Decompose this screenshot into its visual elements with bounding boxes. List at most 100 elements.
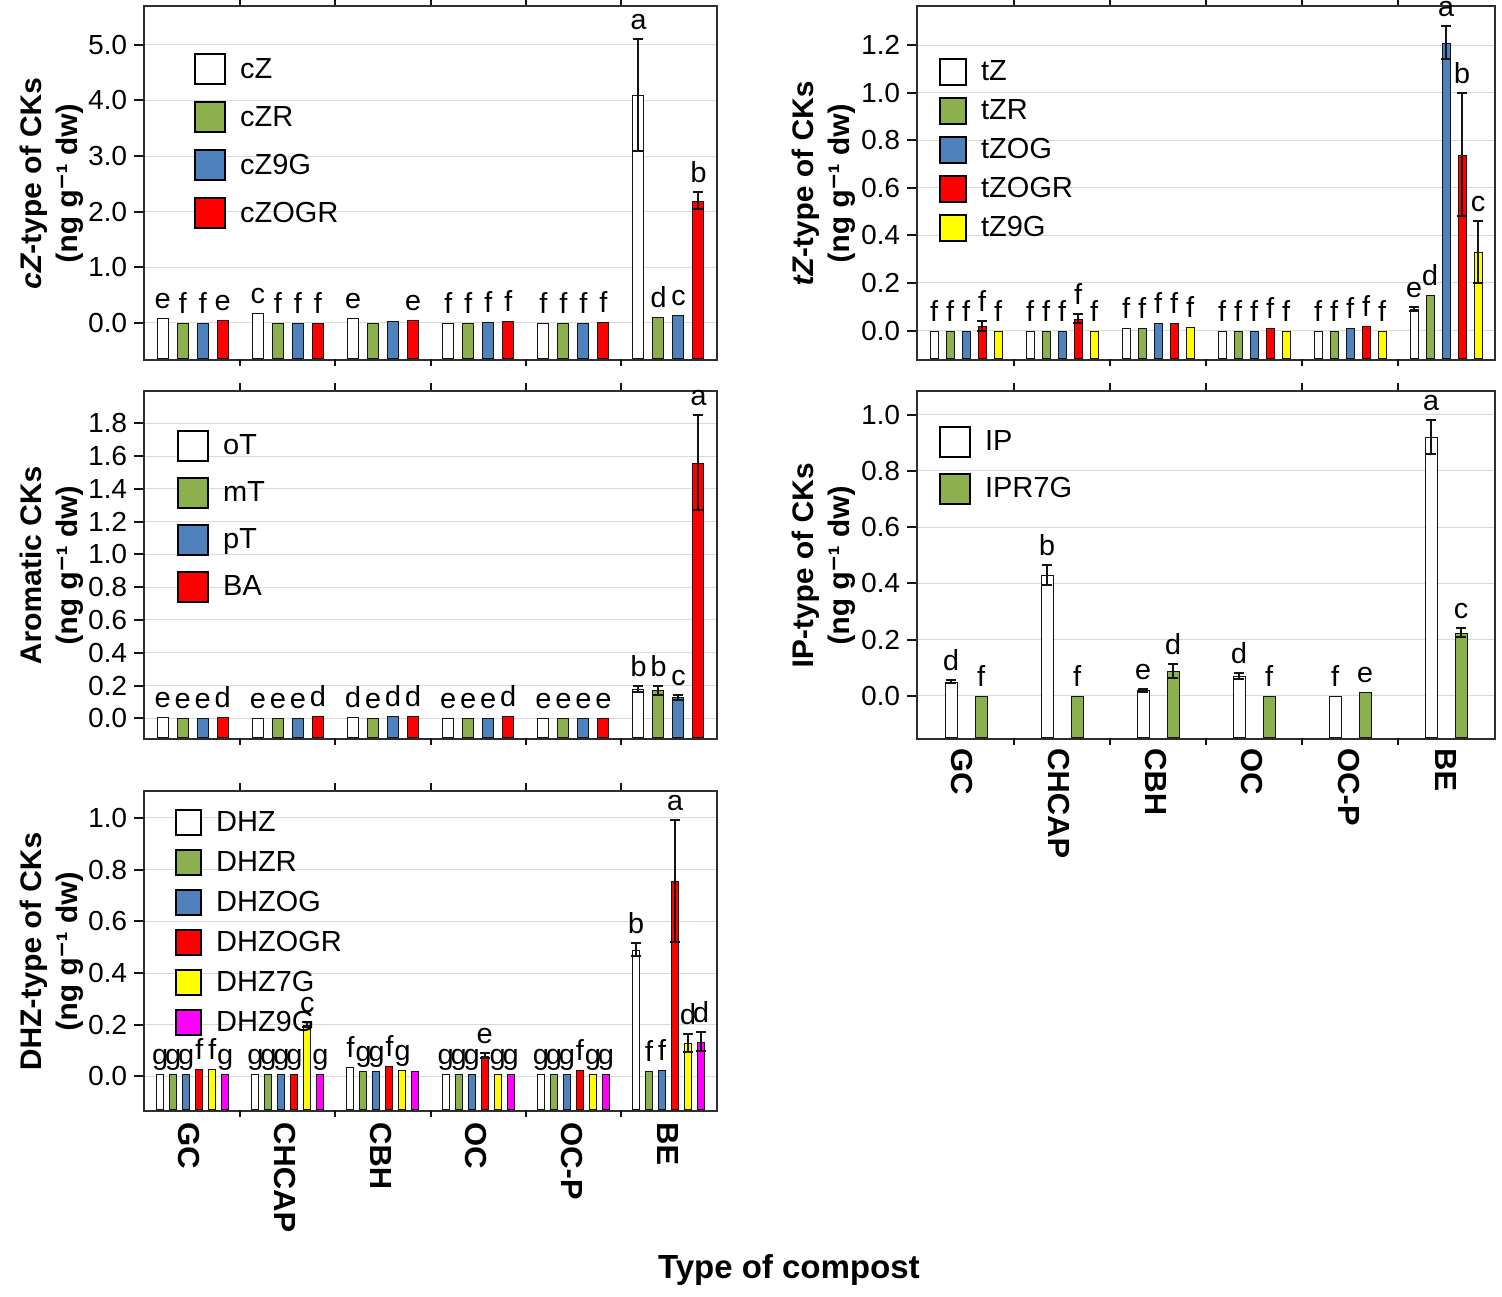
bar-DHZ9G-OC-P [601, 1073, 610, 1110]
significance-letter: f [198, 287, 207, 320]
significance-letter: g [260, 1038, 277, 1071]
significance-letter: f [993, 295, 1003, 328]
x-group-tick [1301, 359, 1303, 366]
error-bar [637, 39, 640, 151]
bar-mT-BE [652, 690, 665, 738]
x-group-tick [1205, 0, 1207, 5]
significance-letter: f [1330, 660, 1340, 693]
legend-label-tZOG: tZOG [981, 133, 1052, 165]
y-tick-mark [134, 266, 143, 269]
y-tick-label: 0.2 [861, 623, 900, 655]
bar-tZOGR-CBH [1169, 323, 1179, 359]
significance-letter: d [500, 680, 517, 713]
significance-letter: f [1057, 295, 1067, 328]
significance-letter: g [532, 1038, 549, 1071]
significance-letter: a [1437, 0, 1455, 23]
legend-label-tZ9G: tZ9G [981, 211, 1046, 243]
bar-mT-OC [462, 718, 475, 738]
y-tick-label: 0.0 [88, 702, 127, 734]
significance-letter: f [195, 1033, 204, 1066]
y-tick-mark [134, 210, 143, 213]
bar-cZOGR-CHCAP [311, 322, 324, 359]
significance-letter: f [1345, 293, 1355, 326]
error-bar [657, 685, 660, 696]
bar-IPR7G-CHCAP [1070, 695, 1084, 738]
y-tick-label: 1.0 [861, 398, 900, 430]
error-bar-cap [1473, 281, 1483, 284]
error-bar-cap [1168, 676, 1178, 679]
significance-letter: d [384, 680, 401, 713]
y-tick-mark [134, 920, 143, 923]
bar-tZOGR-OC-P [1361, 325, 1371, 359]
significance-letter: f [504, 285, 513, 318]
significance-letter: c [250, 277, 266, 310]
legend-swatch-DHZ9G [175, 1008, 202, 1036]
error-bar-cap [302, 1021, 313, 1024]
y-tick-mark [907, 469, 916, 472]
y-tick-mark [907, 694, 916, 697]
error-bar [1460, 628, 1462, 637]
error-bar-cap [633, 684, 644, 687]
error-bar [686, 1033, 689, 1052]
gridline [918, 582, 1494, 584]
y-axis-title-dhz: DHZ-type of CKs (ng g⁻¹ dw) [14, 832, 86, 1070]
legend-label-oT: oT [223, 429, 257, 461]
x-group-tick [334, 383, 337, 390]
legend-label-DHZ: DHZ [216, 805, 276, 838]
significance-letter: b [627, 908, 644, 941]
significance-letter: g [312, 1038, 329, 1071]
x-group-tick [1397, 359, 1399, 366]
significance-letter: f [599, 286, 608, 319]
legend-swatch-tZ9G [939, 213, 967, 242]
x-group-tick [1205, 383, 1207, 390]
bar-cZ9G-OC [482, 321, 495, 359]
bar-BA-GC [216, 716, 229, 738]
y-tick-label: 4.0 [88, 84, 127, 116]
bar-cZ-GC [156, 317, 169, 359]
error-bar-cap [1042, 583, 1052, 586]
legend-dhz: DHZ DHZR DHZOG DHZOGR DHZ7G DHZ9G [175, 802, 342, 1042]
y-tick-mark [907, 329, 916, 332]
y-tick-mark [907, 186, 916, 189]
legend-label-IP: IP [985, 425, 1013, 457]
bar-pT-CHCAP [291, 718, 304, 738]
y-tick-mark [134, 1075, 143, 1078]
error-bar-cap [653, 694, 664, 697]
error-bar-cap [695, 1031, 706, 1034]
x-group-tick [1109, 383, 1111, 390]
error-bar-cap [946, 682, 956, 685]
error-bar [1172, 663, 1174, 678]
legend-swatch-DHZ7G [175, 968, 202, 996]
y-tick-mark [907, 91, 916, 94]
y-tick-label: 0.6 [88, 905, 127, 937]
legend-entry-tZOGR: tZOGR [939, 169, 1073, 208]
legend-entry-mT: mT [177, 469, 265, 516]
gridline [918, 330, 1494, 331]
bar-tZ-OC [1217, 330, 1227, 359]
x-group-tick [239, 738, 242, 745]
legend-label-pT: pT [223, 523, 257, 555]
error-bar-cap [1073, 312, 1083, 315]
significance-letter: f [559, 287, 568, 320]
legend-entry-DHZ7G: DHZ7G [175, 962, 342, 1002]
significance-letter: e [154, 681, 171, 714]
significance-letter: e [575, 683, 592, 716]
error-bar [950, 680, 952, 684]
legend-swatch-DHZOG [175, 888, 202, 916]
bar-IP-OC [1232, 676, 1246, 738]
x-group-tick [1013, 738, 1015, 745]
significance-letter: f [1185, 291, 1195, 324]
bar-DHZR-OC-P [549, 1073, 558, 1110]
error-bar-cap [1138, 690, 1148, 693]
error-bar-cap [1042, 564, 1052, 566]
significance-letter: e [404, 284, 421, 317]
plot-area-dhz: 0.0 0.2 0.4 0.6 0.8 1.0 g g f g g b g g g g g f g g g g g f f g f e… [88, 783, 718, 1117]
x-group-tick [429, 0, 432, 5]
bar-tZR-GC [945, 330, 955, 359]
significance-letter: g [247, 1038, 264, 1071]
x-group-tick [619, 0, 622, 5]
y-axis-title-aromatic: Aromatic CKs (ng g⁻¹ dw) [14, 466, 86, 664]
y-axis-unit: (ng g⁻¹ dw) [823, 485, 856, 645]
y-axis-unit: (ng g⁻¹ dw) [51, 485, 84, 645]
